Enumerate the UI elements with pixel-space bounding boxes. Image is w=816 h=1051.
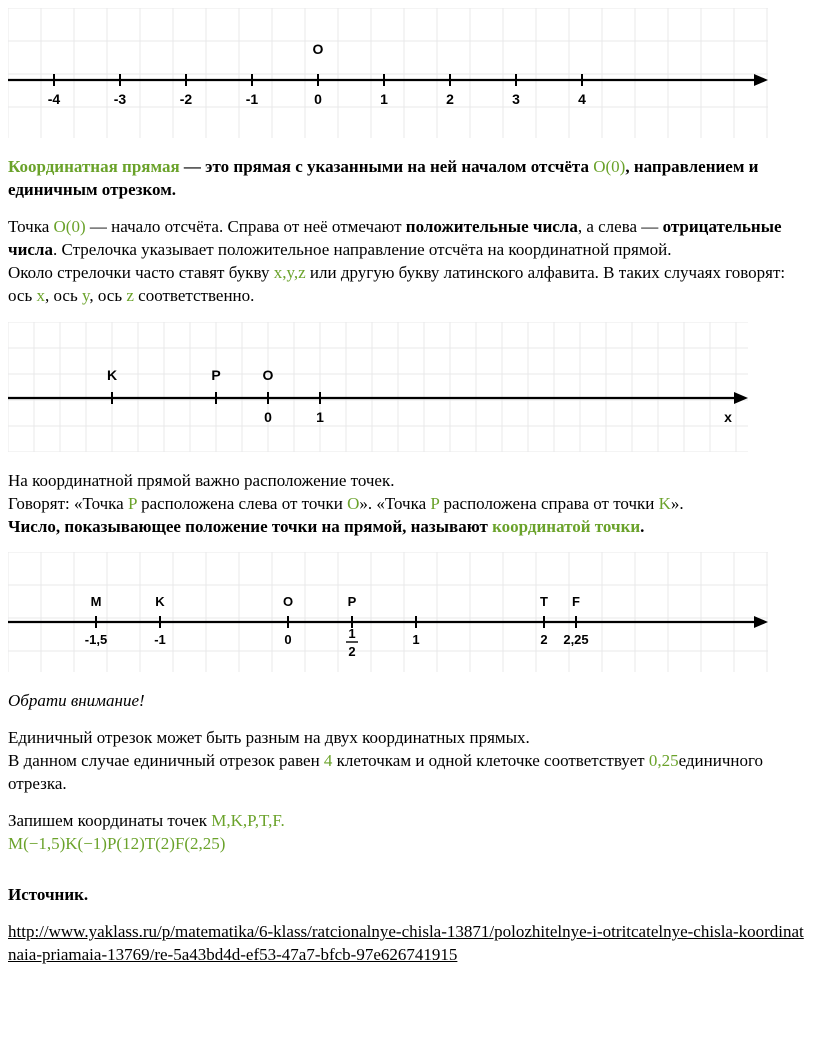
location-paragraph: На координатной прямой важно расположени…	[8, 470, 808, 539]
fig3-svg: M -1,5 K -1 O 0 P 1 2 1 T 2 F 2,25	[8, 552, 768, 672]
term-coord-line: Координатная прямая	[8, 157, 180, 176]
svg-text:2,25: 2,25	[563, 632, 588, 647]
fig2-svg: 0 1 K P Ox	[8, 322, 748, 452]
source-link-paragraph: http://www.yaklass.ru/p/matematika/6-kla…	[8, 921, 808, 967]
txt: — начало отсчёта. Справа от неё отмечают	[86, 217, 406, 236]
svg-text:2: 2	[446, 91, 454, 107]
txt: , а слева —	[578, 217, 663, 236]
svg-text:K: K	[155, 594, 165, 609]
txt: Запишем координаты точек	[8, 811, 211, 830]
axis-x: x	[36, 286, 45, 305]
pt-O: O	[347, 494, 359, 513]
txt: . Стрелочка указывает положительное напр…	[53, 240, 671, 259]
svg-text:0: 0	[264, 409, 272, 425]
svg-text:-4: -4	[48, 91, 61, 107]
coords-paragraph: Запишем координаты точек M,K,P,T,F. M(−1…	[8, 810, 808, 856]
attention-note: Обрати внимание!	[8, 690, 808, 713]
svg-text:0: 0	[284, 632, 291, 647]
pts-list: M,K,P,T,F.	[211, 811, 284, 830]
svg-text:K: K	[107, 367, 117, 383]
txt: Говорят: «Точка	[8, 494, 128, 513]
txt: Единичный отрезок может быть разным на д…	[8, 728, 530, 747]
axis-z: z	[126, 286, 134, 305]
unit-025: 0,25	[649, 751, 679, 770]
svg-text:T: T	[540, 594, 548, 609]
txt: Число, показывающее положение точки на п…	[8, 517, 492, 536]
txt: соответственно.	[134, 286, 255, 305]
txt: расположена справа от точки	[439, 494, 658, 513]
svg-text:P: P	[211, 367, 220, 383]
svg-text:3: 3	[512, 91, 520, 107]
svg-text:2: 2	[348, 644, 355, 659]
txt: , ось	[45, 286, 82, 305]
txt: Точка	[8, 217, 54, 236]
figure-3-number-line-mkoptf: M -1,5 K -1 O 0 P 1 2 1 T 2 F 2,25	[8, 552, 808, 672]
svg-text:0: 0	[314, 91, 322, 107]
txt: На координатной прямой важно расположени…	[8, 471, 394, 490]
source-heading: Источник.	[8, 884, 808, 907]
coords-values: M(−1,5)K(−1)P(12)T(2)F(2,25)	[8, 834, 225, 853]
svg-text:-2: -2	[180, 91, 193, 107]
pt-P2: P	[430, 494, 439, 513]
txt: , ось	[89, 286, 126, 305]
origin-ref-2: O(0)	[54, 217, 86, 236]
txt: клеточкам и одной клеточке соответствует	[332, 751, 648, 770]
svg-text:P: P	[348, 594, 357, 609]
svg-text:F: F	[572, 594, 580, 609]
svg-text:1: 1	[412, 632, 419, 647]
svg-text:M: M	[91, 594, 102, 609]
svg-text:4: 4	[578, 91, 586, 107]
svg-text:1: 1	[380, 91, 388, 107]
origin-ref-1: O(0)	[593, 157, 625, 176]
txt: Около стрелочки часто ставят букву	[8, 263, 274, 282]
svg-text:-1: -1	[154, 632, 166, 647]
svg-text:x: x	[724, 409, 732, 425]
figure-2-number-line-kpo: 0 1 K P Ox	[8, 322, 808, 452]
svg-text:1: 1	[348, 626, 355, 641]
xyz: x,y,z	[274, 263, 306, 282]
fig1-svg: -4 -3 -2 -1 0 1 2 3 4 O	[8, 8, 768, 138]
svg-text:2: 2	[540, 632, 547, 647]
explanation-paragraph: Точка O(0) — начало отсчёта. Справа от н…	[8, 216, 808, 308]
positive-numbers: положительные числа	[406, 217, 578, 236]
svg-text:O: O	[263, 367, 274, 383]
txt: ». «Точка	[359, 494, 430, 513]
svg-text:-3: -3	[114, 91, 127, 107]
figure-1-number-line: -4 -3 -2 -1 0 1 2 3 4 O	[8, 8, 808, 138]
txt: .	[640, 517, 644, 536]
svg-text:-1: -1	[246, 91, 259, 107]
term-coordinate: координатой точки	[492, 517, 640, 536]
definition-paragraph: Координатная прямая — это прямая с указа…	[8, 156, 808, 202]
svg-text:1: 1	[316, 409, 324, 425]
txt: В данном случае единичный отрезок равен	[8, 751, 324, 770]
svg-text:O: O	[313, 41, 324, 57]
txt: ».	[671, 494, 684, 513]
pt-K: K	[659, 494, 671, 513]
source-link[interactable]: http://www.yaklass.ru/p/matematika/6-kla…	[8, 922, 804, 964]
txt: расположена слева от точки	[137, 494, 347, 513]
svg-text:-1,5: -1,5	[85, 632, 107, 647]
pt-P: P	[128, 494, 137, 513]
def-text-1: — это прямая с указанными на ней началом…	[180, 157, 594, 176]
unit-segment-paragraph: Единичный отрезок может быть разным на д…	[8, 727, 808, 796]
svg-text:O: O	[283, 594, 293, 609]
